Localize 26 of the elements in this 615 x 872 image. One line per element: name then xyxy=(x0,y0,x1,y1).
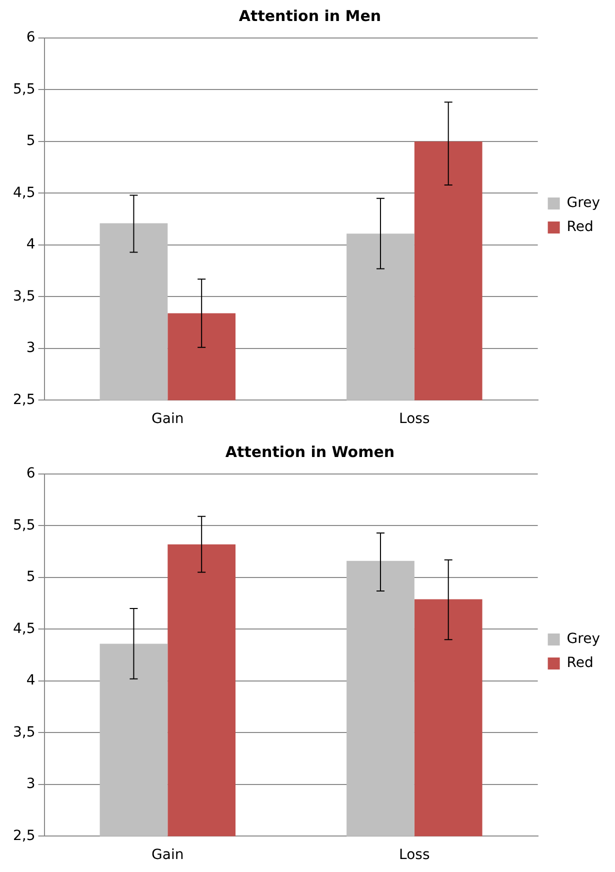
chart-title: Attention in Women xyxy=(225,442,395,461)
legend-label: Grey xyxy=(566,631,600,648)
x-tick-label: Loss xyxy=(399,411,430,428)
chart-title: Attention in Men xyxy=(238,6,382,25)
legend-label: Red xyxy=(566,655,594,672)
y-tick-label: 2,5 xyxy=(13,828,36,844)
legend-label: Red xyxy=(566,219,594,236)
y-tick-label: 5,5 xyxy=(13,517,36,534)
y-tick-label: 4,5 xyxy=(13,620,36,637)
y-tick-label: 3 xyxy=(26,340,36,356)
y-tick-label: 5 xyxy=(26,569,36,586)
y-tick-label: 4,5 xyxy=(13,184,36,201)
y-tick-label: 6 xyxy=(26,466,36,482)
y-tick-label: 5,5 xyxy=(13,81,36,98)
x-tick-label: Gain xyxy=(152,847,184,864)
x-tick-label: Gain xyxy=(152,411,184,428)
y-tick-label: 3,5 xyxy=(13,288,36,304)
y-tick-label: 6 xyxy=(26,30,36,46)
y-tick-label: 3,5 xyxy=(13,724,36,740)
y-tick-label: 5 xyxy=(26,133,36,150)
y-tick-label: 4 xyxy=(26,236,36,253)
y-tick-label: 3 xyxy=(26,776,36,792)
y-tick-label: 4 xyxy=(26,672,36,689)
legend-label: Grey xyxy=(566,195,600,212)
x-tick-label: Loss xyxy=(399,847,430,864)
y-tick-label: 2,5 xyxy=(13,392,36,408)
